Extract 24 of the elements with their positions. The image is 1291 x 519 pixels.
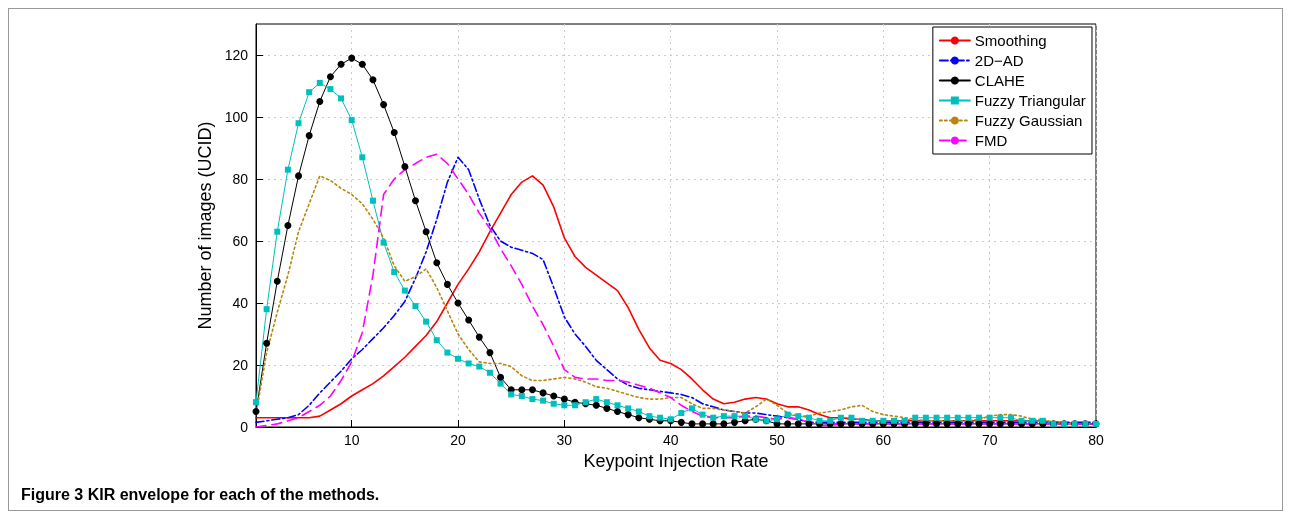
x-axis-title: Keypoint Injection Rate <box>583 450 769 471</box>
legend-label: 2D−AD <box>974 52 1024 69</box>
x-tick-label: 80 <box>1088 432 1104 448</box>
legend-label: Smoothing <box>974 32 1047 49</box>
x-tick-label: 70 <box>981 432 998 448</box>
y-tick-label: 40 <box>232 295 249 311</box>
legend-label: Fuzzy Gaussian <box>974 112 1083 129</box>
x-tick-label: 30 <box>556 432 573 448</box>
x-tick-label: 60 <box>875 432 892 448</box>
legend-label: Fuzzy Triangular <box>974 92 1086 109</box>
y-tick-label: 60 <box>232 233 249 249</box>
y-tick-label: 120 <box>224 47 249 63</box>
x-tick-label: 40 <box>662 432 679 448</box>
y-tick-label: 80 <box>232 171 249 187</box>
y-axis-title: Number of images (UCID) <box>194 121 215 330</box>
x-tick-label: 10 <box>343 432 360 448</box>
y-tick-label: 100 <box>224 109 249 125</box>
x-tick-label: 50 <box>769 432 786 448</box>
legend-label: FMD <box>974 132 1008 149</box>
y-tick-label: 0 <box>240 419 249 435</box>
y-tick-label: 20 <box>232 357 249 373</box>
caption: Figure 3 KIR envelope for each of the methods. <box>21 485 380 503</box>
legend-label: CLAHE <box>974 72 1025 89</box>
x-tick-label: 20 <box>450 432 467 448</box>
